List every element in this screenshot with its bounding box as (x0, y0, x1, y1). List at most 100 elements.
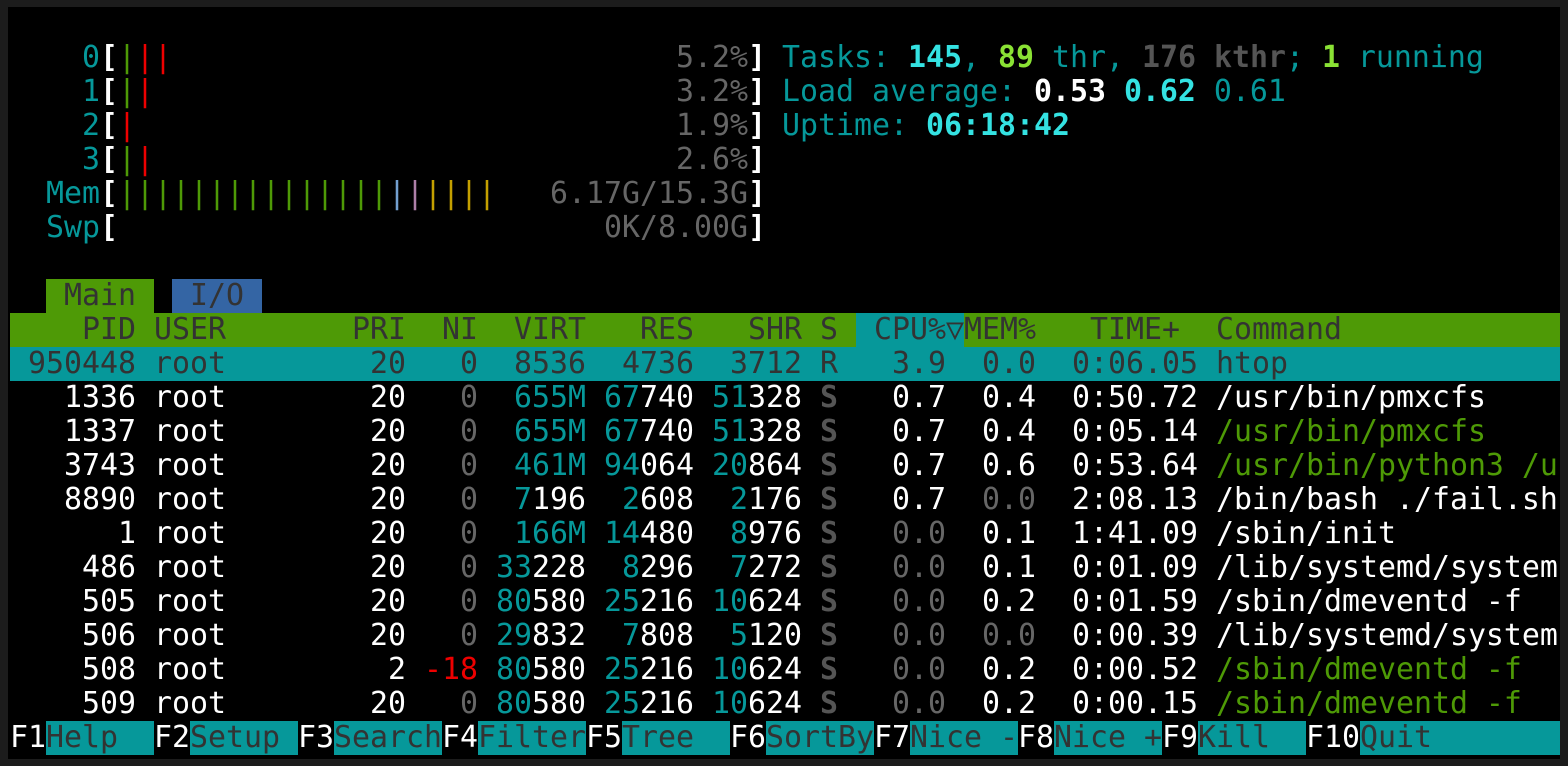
process-command[interactable]: /sbin/dmeventd -f (1216, 686, 1522, 721)
process-priority[interactable]: 20 (370, 516, 406, 551)
process-nice[interactable]: 0 (460, 584, 478, 619)
process-nice[interactable]: 0 (460, 516, 478, 551)
process-nice[interactable]: 0 (460, 618, 478, 653)
process-priority[interactable]: 20 (370, 618, 406, 653)
process-mem[interactable]: 0.4 (982, 380, 1036, 415)
column-header-shr[interactable]: SHR (748, 312, 802, 347)
process-cpu[interactable]: 0.0 (892, 516, 946, 551)
process-mem[interactable]: 0.2 (982, 652, 1036, 687)
process-priority[interactable]: 20 (370, 550, 406, 585)
column-header-pri[interactable]: PRI (352, 312, 406, 347)
column-header-virt[interactable]: VIRT (514, 312, 586, 347)
process-cpu[interactable]: 0.7 (892, 482, 946, 517)
footer-sortby-button[interactable]: SortBy (766, 720, 874, 755)
process-time[interactable]: 2:08.13 (1072, 482, 1198, 517)
process-state[interactable]: S (820, 482, 838, 517)
process-pid[interactable]: 508 (82, 652, 136, 687)
process-mem[interactable]: 0.4 (982, 414, 1036, 449)
tab-io[interactable]: I/O (172, 278, 262, 313)
process-nice[interactable]: 0 (460, 448, 478, 483)
process-command[interactable]: htop (1216, 346, 1288, 381)
process-state[interactable]: S (820, 584, 838, 619)
process-mem[interactable]: 0.1 (982, 550, 1036, 585)
column-header-res[interactable]: RES (640, 312, 694, 347)
process-pid[interactable]: 486 (82, 550, 136, 585)
process-nice[interactable]: 0 (460, 346, 478, 381)
column-header-s[interactable]: S (820, 312, 838, 347)
process-cpu[interactable]: 0.7 (892, 414, 946, 449)
column-header-cpu[interactable]: CPU%▽ (874, 312, 964, 347)
selected-process-row[interactable] (10, 347, 1560, 381)
process-nice[interactable]: -18 (424, 652, 478, 687)
process-user[interactable]: root (154, 448, 226, 483)
process-user[interactable]: root (154, 482, 226, 517)
process-time[interactable]: 0:00.15 (1072, 686, 1198, 721)
footer-kill-button[interactable]: Kill (1198, 720, 1306, 755)
process-mem[interactable]: 0.2 (982, 584, 1036, 619)
process-pid[interactable]: 509 (82, 686, 136, 721)
process-user[interactable]: root (154, 550, 226, 585)
process-state[interactable]: R (820, 346, 838, 381)
process-cpu[interactable]: 0.0 (892, 550, 946, 585)
process-pid[interactable]: 1 (118, 516, 136, 551)
footer-filter-button[interactable]: Filter (478, 720, 586, 755)
process-pid[interactable]: 1336 (64, 380, 136, 415)
process-user[interactable]: root (154, 414, 226, 449)
process-cpu[interactable]: 3.9 (892, 346, 946, 381)
process-mem[interactable]: 0.2 (982, 686, 1036, 721)
process-priority[interactable]: 20 (370, 584, 406, 619)
process-command[interactable]: /sbin/dmeventd -f (1216, 652, 1522, 687)
footer-nice--button[interactable]: Nice + (1054, 720, 1162, 755)
process-mem[interactable]: 0.0 (982, 618, 1036, 653)
process-cpu[interactable]: 0.0 (892, 584, 946, 619)
process-state[interactable]: S (820, 652, 838, 687)
process-cpu[interactable]: 0.7 (892, 380, 946, 415)
process-priority[interactable]: 20 (370, 346, 406, 381)
process-mem[interactable]: 0.6 (982, 448, 1036, 483)
process-user[interactable]: root (154, 346, 226, 381)
process-mem[interactable]: 0.0 (982, 482, 1036, 517)
process-time[interactable]: 0:53.64 (1072, 448, 1198, 483)
process-priority[interactable]: 20 (370, 686, 406, 721)
process-user[interactable]: root (154, 380, 226, 415)
process-mem[interactable]: 0.0 (982, 346, 1036, 381)
process-time[interactable]: 0:00.39 (1072, 618, 1198, 653)
process-user[interactable]: root (154, 652, 226, 687)
process-pid[interactable]: 950448 (28, 346, 136, 381)
process-cpu[interactable]: 0.7 (892, 448, 946, 483)
process-state[interactable]: S (820, 414, 838, 449)
process-priority[interactable]: 20 (370, 482, 406, 517)
process-priority[interactable]: 20 (370, 414, 406, 449)
process-command[interactable]: /lib/systemd/system (1216, 618, 1558, 653)
process-command[interactable]: /sbin/dmeventd -f (1216, 584, 1522, 619)
process-user[interactable]: root (154, 686, 226, 721)
footer-help-button[interactable]: Help (46, 720, 154, 755)
process-nice[interactable]: 0 (460, 686, 478, 721)
process-nice[interactable]: 0 (460, 380, 478, 415)
column-header-mem[interactable]: MEM% (964, 312, 1036, 347)
process-state[interactable]: S (820, 380, 838, 415)
footer-quit-button[interactable]: Quit (1360, 721, 1560, 755)
footer-search-button[interactable]: Search (334, 720, 442, 755)
tab-main[interactable]: Main (46, 278, 154, 313)
column-header-time[interactable]: TIME+ (1090, 312, 1180, 347)
process-command[interactable]: /usr/bin/pmxcfs (1216, 380, 1486, 415)
column-header-user[interactable]: USER (154, 312, 226, 347)
process-pid[interactable]: 1337 (64, 414, 136, 449)
process-pid[interactable]: 8890 (64, 482, 136, 517)
process-user[interactable]: root (154, 618, 226, 653)
process-time[interactable]: 0:06.05 (1072, 346, 1198, 381)
process-cpu[interactable]: 0.0 (892, 652, 946, 687)
process-priority[interactable]: 20 (370, 380, 406, 415)
column-header-ni[interactable]: NI (442, 312, 478, 347)
footer-tree-button[interactable]: Tree (622, 720, 730, 755)
process-cpu[interactable]: 0.0 (892, 618, 946, 653)
process-state[interactable]: S (820, 516, 838, 551)
process-state[interactable]: S (820, 618, 838, 653)
process-user[interactable]: root (154, 516, 226, 551)
process-time[interactable]: 0:01.09 (1072, 550, 1198, 585)
process-nice[interactable]: 0 (460, 482, 478, 517)
footer-nice---button[interactable]: Nice - (910, 720, 1018, 755)
process-state[interactable]: S (820, 448, 838, 483)
process-priority[interactable]: 2 (388, 652, 406, 687)
